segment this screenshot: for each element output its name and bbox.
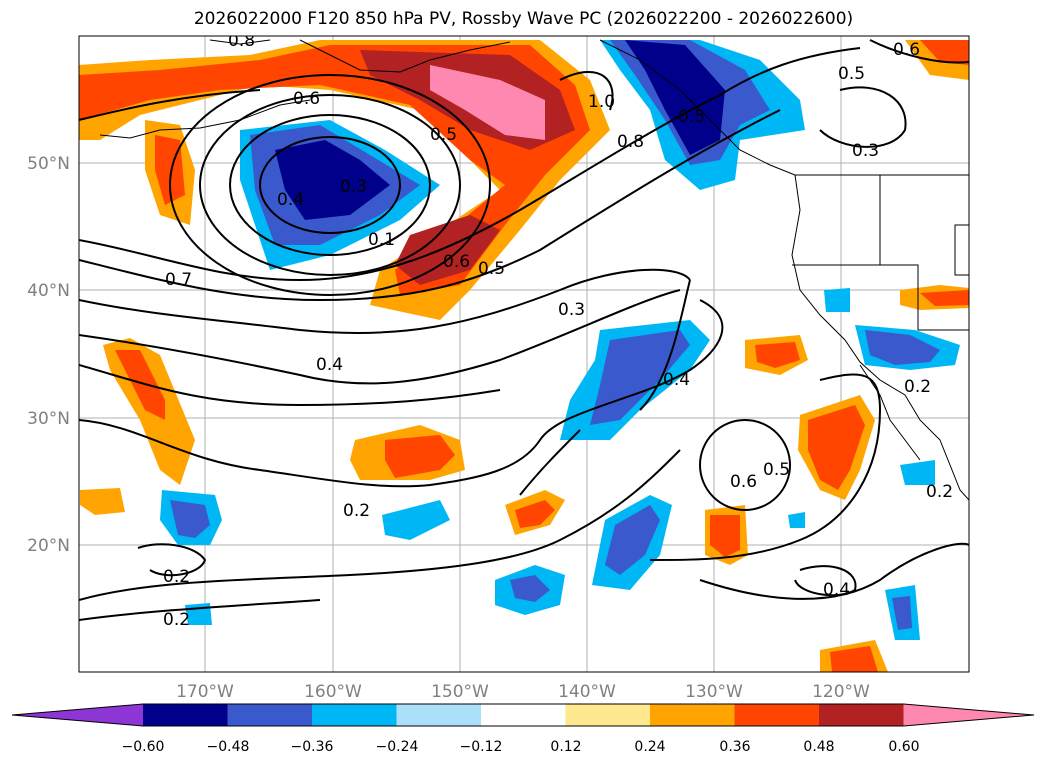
contour-label: 0.3 (558, 300, 585, 320)
contour-label: 0.1 (368, 230, 395, 250)
contour-label: 0.3 (340, 177, 367, 197)
contour-label: 0.2 (343, 501, 370, 521)
contour-label: 0.5 (678, 107, 705, 127)
colorbar-tick-label: 0.36 (719, 739, 750, 755)
colorbar-tick-label: −0.12 (460, 739, 503, 755)
contour-label: 0.2 (904, 377, 931, 397)
contour-label: 0.4 (663, 370, 690, 390)
lat-tick-label: 20°N (27, 536, 70, 556)
lat-tick-label: 40°N (27, 281, 70, 301)
lon-tick-label: 160°W (304, 682, 362, 702)
colorbar-extend-min (12, 704, 143, 726)
contour-label: 0.7 (165, 270, 192, 290)
colorbar-tick-label: 0.12 (550, 739, 581, 755)
colorbar-segment (227, 704, 313, 726)
coastlines (99, 39, 969, 501)
contour-labels: 0.8 0.6 0.5 1.0 0.8 0.5 0.6 0.5 0.3 0.4 … (163, 31, 953, 630)
contour-label: 0.3 (852, 141, 879, 161)
colorbar-tick-label: −0.36 (291, 739, 334, 755)
contour-label: 0.4 (277, 190, 304, 210)
contour-label: 0.4 (823, 580, 850, 600)
contour-label: 0.2 (926, 482, 953, 502)
ridge-anomaly (79, 40, 610, 320)
contour-label: 0.2 (163, 610, 190, 630)
colorbar-segment (143, 704, 228, 726)
colorbar-extend-max (903, 704, 1034, 726)
lon-tick-label: 150°W (431, 682, 489, 702)
contour-label: 0.6 (443, 252, 470, 272)
colorbar-segment (819, 704, 904, 726)
contour-label: 0.4 (316, 355, 343, 375)
colorbar-segment (734, 704, 820, 726)
contour-label: 0.2 (163, 567, 190, 587)
lon-tick-label: 130°W (685, 682, 743, 702)
colorbar-tick-label: 0.60 (888, 739, 919, 755)
colorbar-segment (650, 704, 735, 726)
colorbar-segment (396, 704, 482, 726)
contour-label: 0.6 (893, 40, 920, 60)
contour-label: 0.5 (838, 64, 865, 84)
contour-label: 1.0 (588, 92, 615, 112)
map-frame (78, 35, 970, 673)
contour-label: 0.8 (617, 132, 644, 152)
map-title: 2026022000 F120 850 hPa PV, Rossby Wave … (193, 9, 854, 29)
contour-label: 0.6 (293, 89, 320, 109)
colorbar-outline (11, 703, 1035, 727)
colorbar-tick-label: 0.24 (634, 739, 665, 755)
contour-label: 0.5 (430, 125, 457, 145)
colorbar (11, 703, 1035, 727)
lat-tick-label: 50°N (27, 154, 70, 174)
lat-tick-label: 30°N (27, 409, 70, 429)
contour-label: 0.8 (228, 31, 255, 51)
contour-label: 0.6 (730, 472, 757, 492)
contour-label: 0.5 (763, 460, 790, 480)
lon-tick-label: 120°W (812, 682, 870, 702)
colorbar-segment (481, 704, 566, 726)
colorbar-tick-label: −0.48 (207, 739, 250, 755)
colorbar-tick-label: 0.48 (803, 739, 834, 755)
colorbar-segment (312, 704, 397, 726)
lon-tick-label: 170°W (176, 682, 234, 702)
lon-tick-label: 140°W (558, 682, 616, 702)
colorbar-tick-label: −0.60 (122, 739, 165, 755)
colorbar-segment (565, 704, 651, 726)
trough-anomaly-west (240, 120, 440, 270)
contour-label: 0.5 (478, 259, 505, 279)
colorbar-labels: −0.60 −0.48 −0.36 −0.24 −0.12 0.12 0.24 … (122, 739, 920, 755)
pv-contours (79, 39, 969, 621)
colorbar-tick-label: −0.24 (376, 739, 419, 755)
